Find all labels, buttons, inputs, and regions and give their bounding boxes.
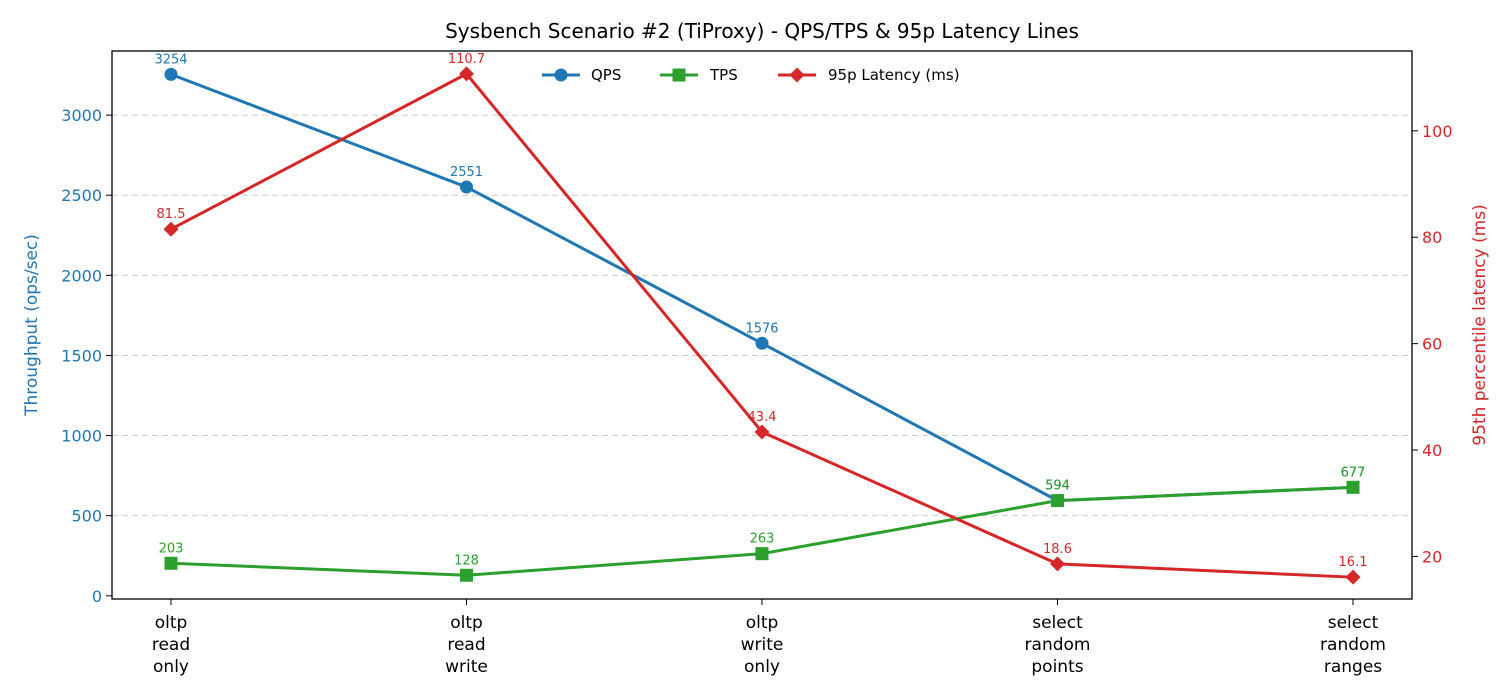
x-tick-label: oltp write only <box>741 613 784 677</box>
left-axis-label: Throughput (ops/sec) <box>22 234 42 417</box>
data-point-95p-latency-ms <box>754 424 770 440</box>
legend: QPS TPS 95p Latency (ms) <box>542 66 960 84</box>
x-axis: oltp read only oltp read write oltp write only se… <box>152 599 1386 677</box>
data-label-qps: 3254 <box>154 52 187 67</box>
series-tps: 203 128 263 594 677 <box>159 465 1366 582</box>
data-label-tps: 263 <box>750 532 775 547</box>
left-tick-label: 1000 <box>61 427 102 446</box>
x-tick-label: oltp read write <box>445 613 488 677</box>
right-tick-label: 60 <box>1422 335 1442 354</box>
data-point-tps <box>755 547 769 561</box>
data-label-tps: 128 <box>454 553 479 568</box>
x-tick-label: select random points <box>1025 613 1091 677</box>
data-label-tps: 677 <box>1341 465 1366 480</box>
series-95p-latency-ms: 81.5 110.7 43.4 18.6 16.1 <box>157 52 1368 585</box>
data-point-tps <box>460 568 473 582</box>
series-qps: 3254 2551 1576 594 677 <box>154 52 1366 508</box>
data-label-95p-latency-ms: 81.5 <box>157 207 186 222</box>
data-label-tps: 203 <box>159 541 184 556</box>
grid-lines <box>112 114 1412 517</box>
left-tick-label: 1500 <box>61 346 102 365</box>
right-axis-label: 95th percentile latency (ms) <box>1470 204 1490 445</box>
legend-marker <box>789 67 805 83</box>
right-tick-label: 40 <box>1422 441 1442 460</box>
legend-item-qps: QPS <box>542 66 621 84</box>
data-label-95p-latency-ms: 110.7 <box>448 52 485 67</box>
right-tick-label: 100 <box>1422 122 1453 141</box>
data-point-tps <box>1346 480 1360 494</box>
data-point-95p-latency-ms <box>1050 556 1065 572</box>
data-label-qps: 594 <box>1045 479 1070 494</box>
legend-item-95p-latency-ms: 95p Latency (ms) <box>778 66 960 84</box>
data-point-95p-latency-ms <box>1345 569 1361 585</box>
right-tick-label: 80 <box>1422 228 1442 247</box>
left-axis: 0 500 1000 1500 2000 2500 3000 <box>61 106 112 606</box>
data-label-qps: 2551 <box>450 165 483 180</box>
left-tick-label: 500 <box>71 507 102 526</box>
legend-item-tps: TPS <box>660 66 738 84</box>
legend-marker <box>554 68 568 82</box>
legend-label: 95p Latency (ms) <box>828 66 960 84</box>
data-label-qps: 677 <box>1341 465 1366 480</box>
series-layer: 32542551157659467720312826359467781.5110… <box>154 52 1367 585</box>
data-point-qps <box>164 67 178 81</box>
right-tick-label: 20 <box>1422 547 1442 566</box>
right-axis: 20 40 60 80 100 <box>1412 122 1453 566</box>
x-tick-label: oltp read only <box>152 613 190 677</box>
data-label-95p-latency-ms: 16.1 <box>1339 555 1368 570</box>
left-tick-label: 0 <box>92 587 102 606</box>
data-point-95p-latency-ms <box>163 221 179 237</box>
left-tick-label: 3000 <box>61 106 102 125</box>
data-point-tps <box>1051 494 1064 508</box>
data-label-tps: 594 <box>1045 479 1070 494</box>
left-tick-label: 2500 <box>61 186 102 205</box>
data-label-95p-latency-ms: 43.4 <box>748 410 777 425</box>
data-label-qps: 1576 <box>745 321 778 336</box>
legend-marker <box>672 68 686 82</box>
data-point-tps <box>164 556 178 570</box>
chart-title: Sysbench Scenario #2 (TiProxy) - QPS/TPS… <box>445 19 1079 43</box>
data-point-qps <box>755 336 769 350</box>
x-tick-label: select random ranges <box>1320 613 1386 677</box>
data-label-95p-latency-ms: 18.6 <box>1043 542 1072 557</box>
legend-label: QPS <box>591 66 621 84</box>
data-point-qps <box>460 180 473 194</box>
data-point-95p-latency-ms <box>459 66 474 82</box>
left-tick-label: 2000 <box>61 266 102 285</box>
legend-label: TPS <box>709 66 738 84</box>
